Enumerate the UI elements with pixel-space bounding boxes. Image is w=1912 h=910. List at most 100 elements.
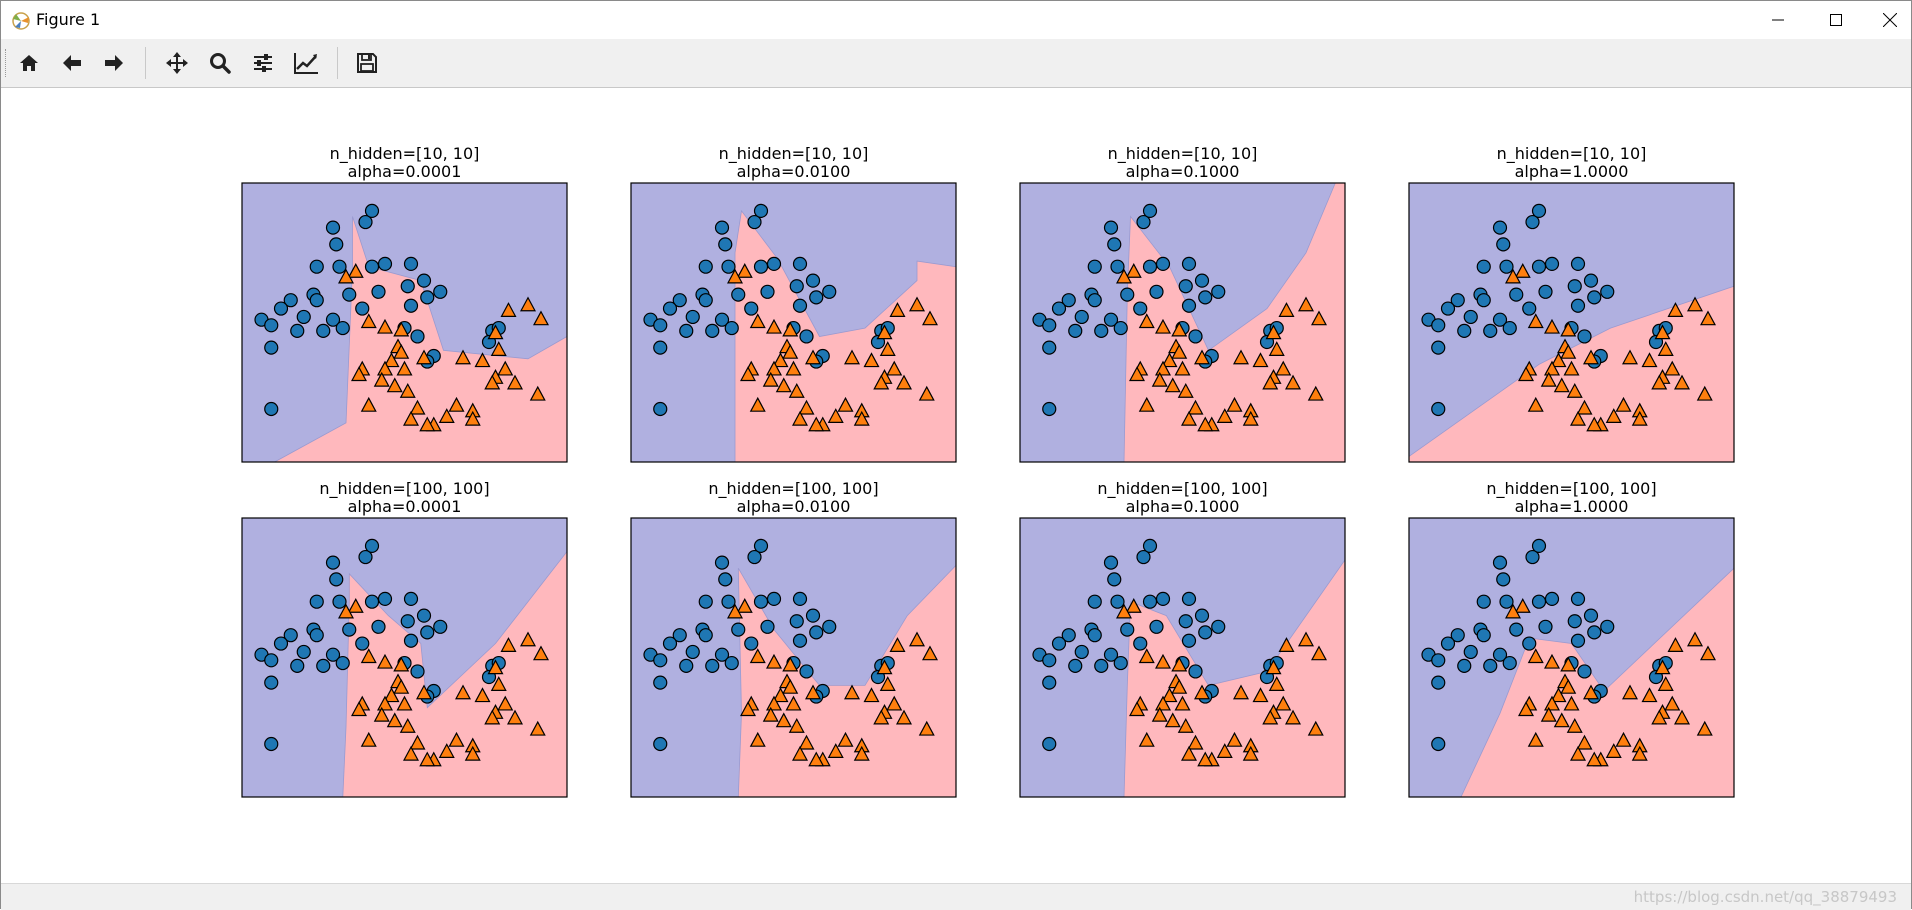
class0-point (355, 636, 370, 651)
class0-point (316, 658, 331, 673)
class0-point (1155, 591, 1171, 607)
class0-point (1567, 279, 1582, 294)
class1-point (1514, 263, 1531, 278)
class1-point (1171, 343, 1188, 359)
configure-subplots-button[interactable] (245, 45, 281, 81)
class0-point (744, 636, 759, 651)
class0-point (309, 628, 324, 643)
class0-point (296, 309, 311, 325)
close-button[interactable] (1867, 1, 1912, 39)
class1-point (876, 324, 893, 340)
class1-point (1576, 399, 1593, 415)
class1-point (360, 396, 377, 412)
class1-point (1586, 751, 1603, 767)
class0-point (714, 312, 730, 327)
class1-point (373, 371, 390, 387)
title-bar: Figure 1 (1, 1, 1911, 39)
class1-point (474, 352, 491, 368)
class0-point (1570, 256, 1586, 272)
class1-point (500, 302, 517, 317)
class1-point (1686, 631, 1704, 647)
maximize-button[interactable] (1813, 1, 1859, 39)
class0-point (309, 293, 324, 308)
class0-point (1492, 220, 1508, 235)
class0-point (1544, 256, 1560, 272)
status-bar: https://blog.csdn.net/qq_38879493 (1, 883, 1911, 910)
class0-point (1103, 555, 1119, 570)
class0-point (371, 284, 386, 299)
class0-point (1107, 572, 1122, 587)
class0-point (1133, 301, 1148, 316)
class1-point (1242, 745, 1259, 761)
class1-point (772, 352, 789, 368)
class1-point (337, 603, 355, 619)
toolbar-grip[interactable] (5, 49, 8, 77)
class0-point (355, 301, 370, 316)
class0-point (264, 675, 279, 690)
class1-point (1265, 324, 1282, 340)
class0-point (1499, 259, 1514, 274)
class1-point (1275, 695, 1292, 711)
class1-point (788, 717, 805, 733)
class0-point (1074, 644, 1089, 660)
class1-point (1307, 720, 1324, 736)
save-button[interactable] (349, 45, 385, 81)
class1-point (798, 734, 815, 750)
class1-point (399, 382, 416, 398)
class0-point (789, 614, 804, 629)
class0-point (1570, 298, 1586, 313)
class0-point (653, 340, 668, 355)
back-button[interactable] (54, 45, 90, 81)
class0-point (1538, 284, 1553, 299)
class0-point (273, 636, 289, 651)
class0-point (1502, 320, 1517, 336)
class0-point (1149, 284, 1164, 299)
class0-point (1094, 323, 1109, 338)
watermark-text: https://blog.csdn.net/qq_38879493 (1633, 888, 1897, 906)
class1-point (393, 343, 410, 359)
class1-point (1154, 653, 1172, 669)
class0-point (364, 538, 380, 553)
zoom-button[interactable] (202, 45, 238, 81)
class1-point (775, 377, 792, 393)
class0-point (329, 572, 344, 587)
subplot-title-line2: alpha=0.0001 (348, 497, 462, 516)
class1-point (1621, 684, 1639, 700)
class1-point (863, 687, 880, 703)
subplot-axes: n_hidden=[100, 100]alpha=0.0100 (630, 479, 957, 798)
class1-point (876, 659, 893, 675)
class0-point (760, 619, 775, 634)
subplot-title-line2: alpha=1.0000 (1515, 497, 1629, 516)
class0-point (325, 555, 341, 570)
class0-point (792, 298, 808, 313)
class1-point (1154, 318, 1172, 334)
class1-point (1543, 318, 1561, 334)
figure-canvas[interactable]: n_hidden=[10, 10] alpha=0.0001 n_hidden=[1… (1, 88, 1911, 883)
home-button[interactable] (11, 45, 47, 81)
class1-point (1138, 396, 1155, 412)
class1-point (1268, 676, 1285, 692)
subplot-title-line1: n_hidden=[10, 10] (330, 144, 480, 164)
class1-point (1699, 645, 1717, 661)
minimize-button[interactable] (1755, 1, 1801, 39)
class1-point (448, 731, 465, 747)
pan-button[interactable] (159, 45, 195, 81)
axes-frame (630, 182, 957, 463)
class1-point (402, 745, 420, 761)
class1-point (519, 631, 537, 647)
class1-point (1664, 360, 1681, 376)
class0-point (721, 259, 736, 274)
class0-point (789, 279, 804, 294)
class1-point (739, 701, 757, 717)
class0-point (400, 614, 415, 629)
forward-button[interactable] (96, 45, 132, 81)
class0-point (1061, 628, 1076, 643)
class1-point (895, 709, 913, 725)
class1-point (1174, 360, 1191, 376)
edit-axis-button[interactable] (288, 45, 324, 81)
class0-point (296, 644, 311, 660)
class1-point (1216, 408, 1233, 423)
class0-point (805, 608, 821, 623)
class1-point (376, 318, 394, 334)
class1-point (1278, 302, 1295, 317)
